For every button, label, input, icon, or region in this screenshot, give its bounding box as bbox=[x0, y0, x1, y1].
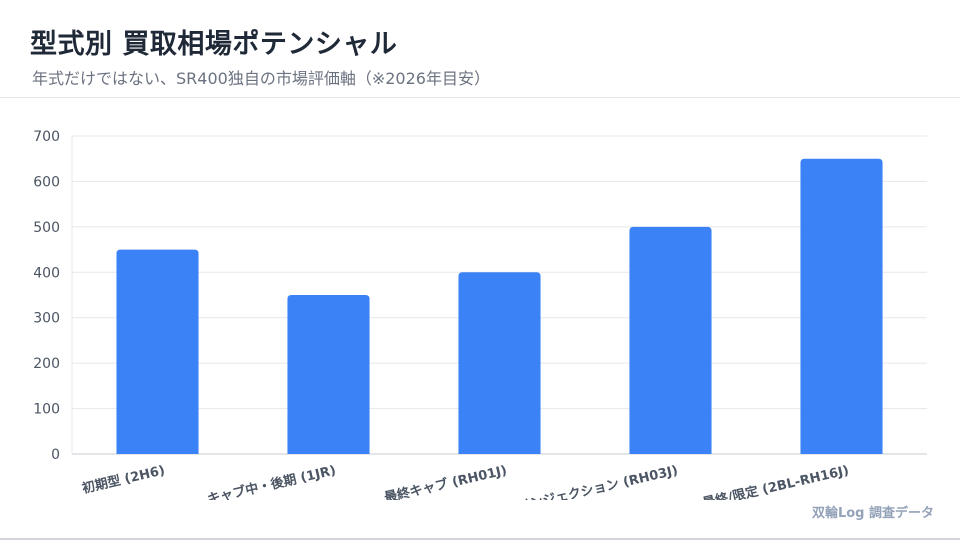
y-tick-label: 200 bbox=[33, 356, 60, 372]
x-tick-label: インジェクション (RH03J) bbox=[516, 463, 679, 500]
bar bbox=[287, 295, 370, 454]
y-tick-label: 300 bbox=[33, 311, 60, 327]
x-tick-label: 最終/限定 (2BL-RH16J) bbox=[701, 462, 850, 500]
chart-title: 型式別 買取相場ポテンシャル bbox=[30, 29, 398, 60]
bar bbox=[458, 272, 541, 454]
chart-header: 型式別 買取相場ポテンシャル 年式だけではない、SR400独自の市場評価軸（※2… bbox=[0, 0, 960, 98]
y-tick-label: 400 bbox=[33, 265, 60, 281]
y-tick-label: 700 bbox=[33, 129, 60, 145]
bar-chart: 0 100 200 300 400 500 600 700 初期型 (2H6) キャブ中・後期 (… bbox=[33, 129, 927, 500]
bar bbox=[629, 226, 712, 454]
x-tick-label: 初期型 (2H6) bbox=[81, 462, 167, 497]
y-tick-label: 100 bbox=[33, 402, 60, 418]
y-tick-label: 500 bbox=[33, 220, 60, 236]
source-note: 双輪Log 調査データ bbox=[811, 506, 934, 521]
bar bbox=[800, 158, 883, 454]
y-tick-label: 0 bbox=[51, 447, 60, 463]
chart-subtitle: 年式だけではない、SR400独自の市場評価軸（※2026年目安） bbox=[32, 69, 490, 88]
bar bbox=[116, 249, 199, 454]
x-tick-label: キャブ中・後期 (1JR) bbox=[206, 462, 338, 500]
y-tick-label: 600 bbox=[33, 174, 60, 190]
bottom-divider bbox=[0, 538, 960, 540]
x-tick-label: 最終キャブ (RH01J) bbox=[383, 462, 509, 500]
